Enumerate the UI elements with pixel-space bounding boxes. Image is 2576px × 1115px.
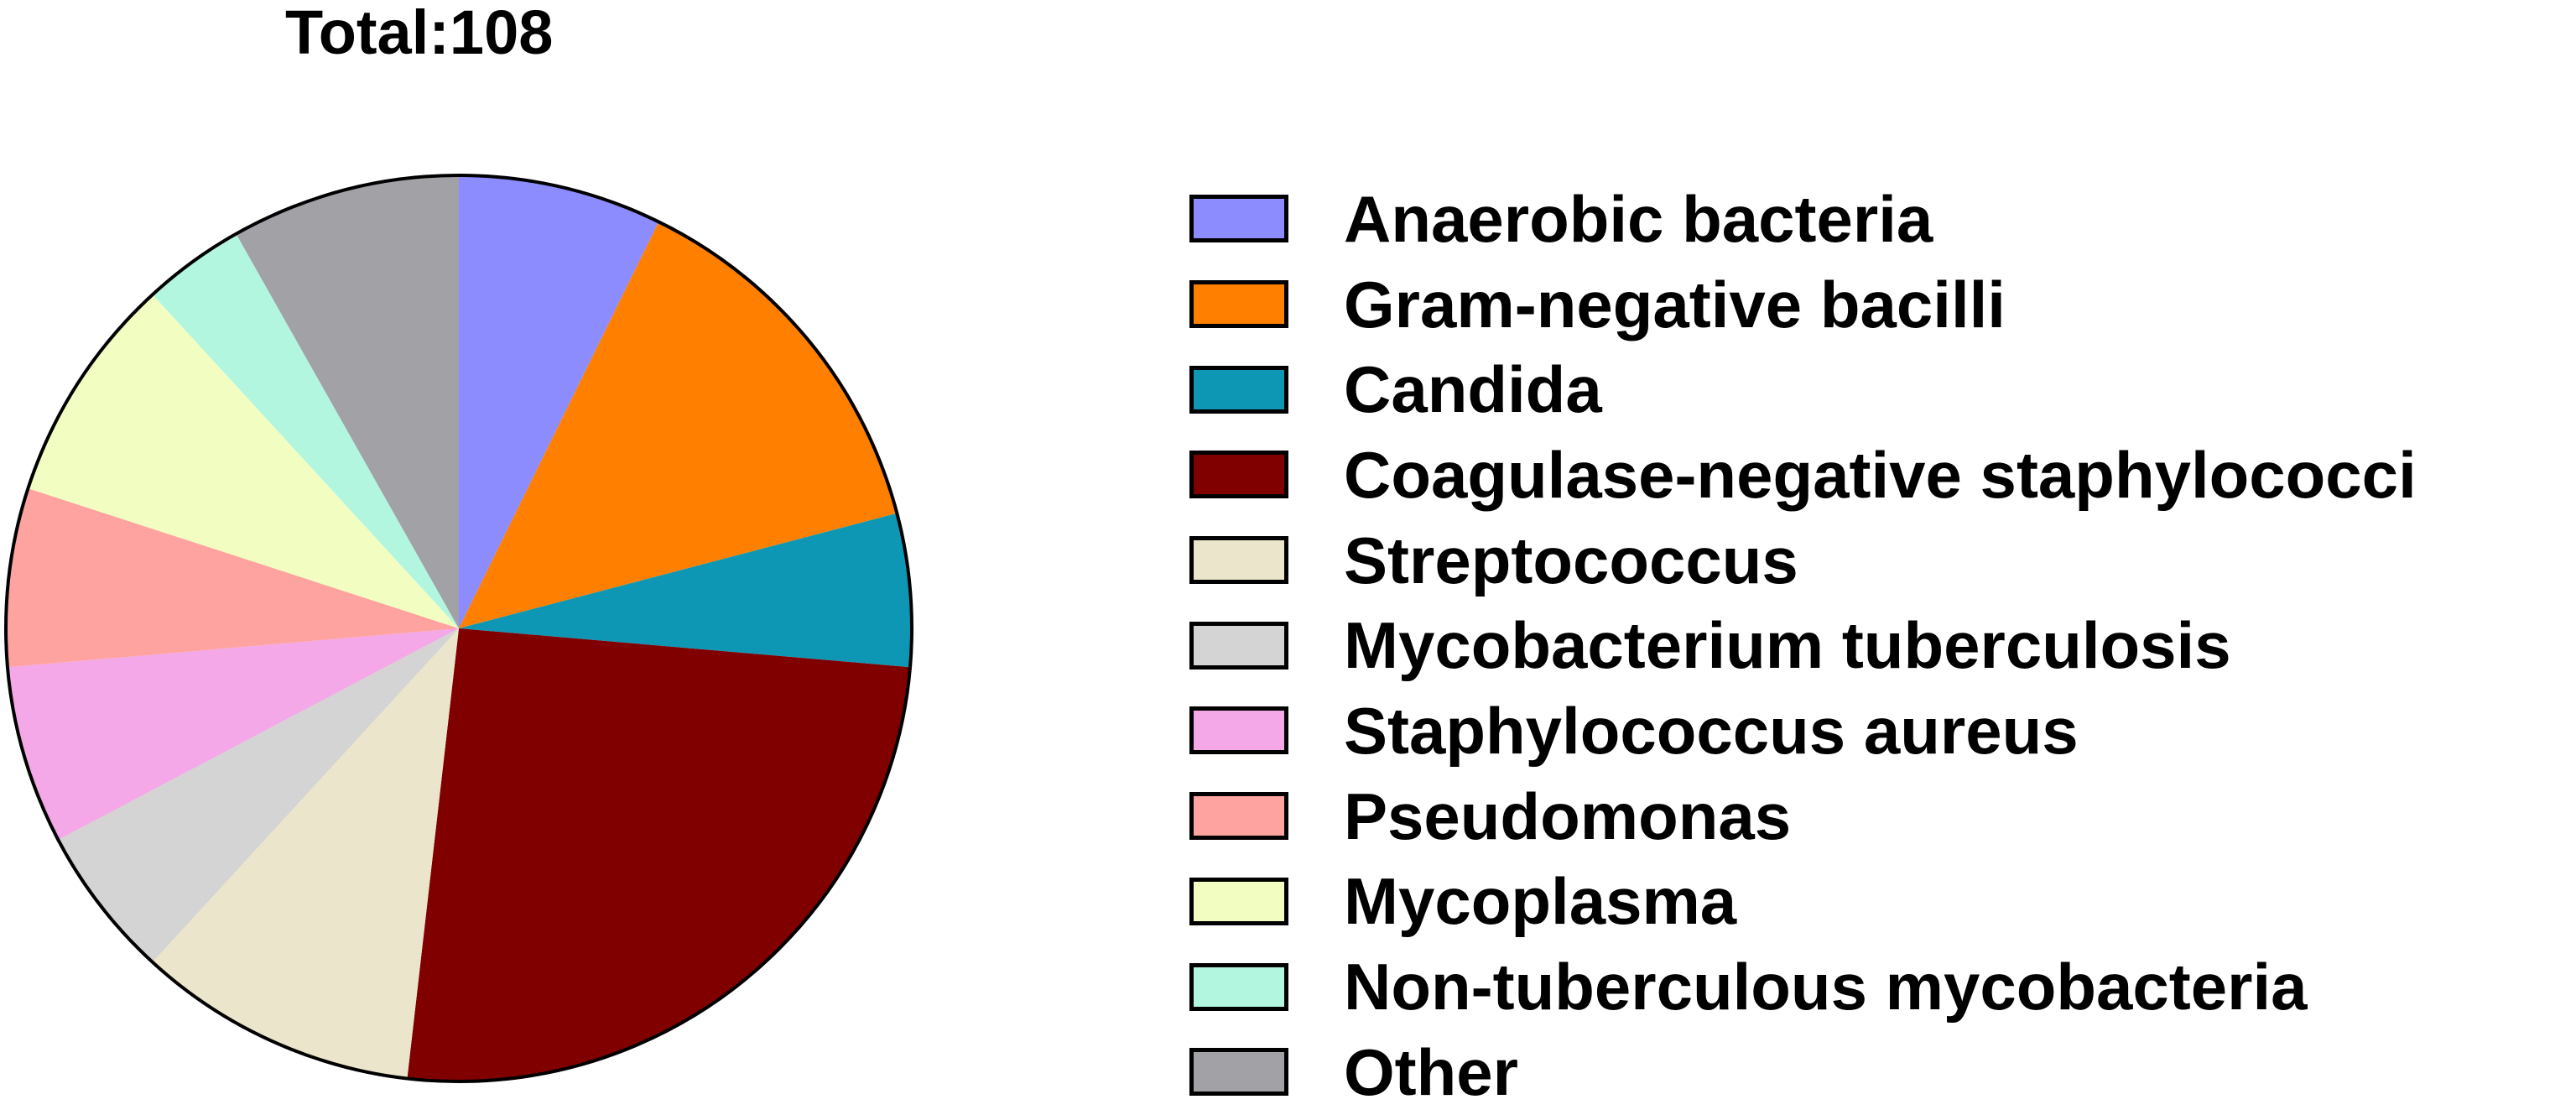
pie-slice-candida	[459, 513, 913, 668]
legend-item: Mycobacterium tuberculosis	[1189, 602, 2417, 688]
legend-item: Staphylococcus aureus	[1189, 688, 2417, 774]
legend-swatch	[1189, 877, 1288, 925]
legend-item: Coagulase-negative staphylococci	[1189, 432, 2417, 518]
legend-swatch	[1189, 792, 1288, 841]
pie-outline	[4, 174, 913, 1083]
pie-slice-pseudomonas	[5, 488, 460, 668]
legend-item: Streptococcus	[1189, 518, 2417, 603]
pie-chart	[4, 174, 913, 1083]
legend-swatch	[1189, 195, 1288, 243]
legend-swatch	[1189, 706, 1288, 755]
legend-item: Gram-negative bacilli	[1189, 262, 2417, 347]
legend-label: Candida	[1344, 352, 1602, 427]
pie-slice-mycobacterium-tuberculosis	[58, 628, 459, 962]
legend-label: Coagulase-negative staphylococci	[1344, 437, 2417, 512]
pie-slice-anaerobic-bacteria	[459, 175, 659, 628]
legend-item: Pseudomonas	[1189, 774, 2417, 859]
legend-label: Staphylococcus aureus	[1344, 693, 2079, 768]
chart-title: Total:108	[285, 0, 554, 67]
legend-label: Mycobacterium tuberculosis	[1344, 608, 2231, 683]
legend-swatch	[1189, 962, 1288, 1011]
legend-item: Mycoplasma	[1189, 859, 2417, 945]
pie-slice-staphylococcus-aureus	[7, 628, 460, 840]
legend-swatch	[1189, 280, 1288, 329]
legend-label: Streptococcus	[1344, 523, 1798, 597]
legend-item: Non-tuberculous mycobacteria	[1189, 944, 2417, 1029]
pie-slice-streptococcus	[152, 628, 459, 1079]
legend-item: Other	[1189, 1029, 2417, 1115]
legend-label: Other	[1344, 1034, 1519, 1109]
pie-slice-other	[236, 175, 459, 628]
legend-label: Pseudomonas	[1344, 779, 1792, 853]
pie-slice-non-tuberculous-mycobacteria	[152, 233, 459, 628]
legend-swatch	[1189, 1048, 1288, 1097]
pie-slice-gram-negative-bacilli	[459, 221, 898, 628]
legend-label: Anaerobic bacteria	[1344, 181, 1933, 256]
legend-item: Candida	[1189, 346, 2417, 432]
legend-label: Gram-negative bacilli	[1344, 267, 2006, 341]
legend-swatch	[1189, 621, 1288, 670]
pie-slices	[4, 174, 913, 1083]
legend-swatch	[1189, 365, 1288, 414]
pie-slice-coagulase-negative-staphylococci	[407, 628, 911, 1082]
legend: Anaerobic bacteria Gram-negative bacilli C…	[1189, 176, 2417, 1115]
legend-swatch	[1189, 536, 1288, 585]
legend-swatch	[1189, 451, 1288, 499]
legend-label: Non-tuberculous mycobacteria	[1344, 950, 2308, 1024]
legend-label: Mycoplasma	[1344, 864, 1737, 939]
legend-item: Anaerobic bacteria	[1189, 176, 2417, 262]
pie-slice-mycoplasma	[28, 294, 460, 628]
